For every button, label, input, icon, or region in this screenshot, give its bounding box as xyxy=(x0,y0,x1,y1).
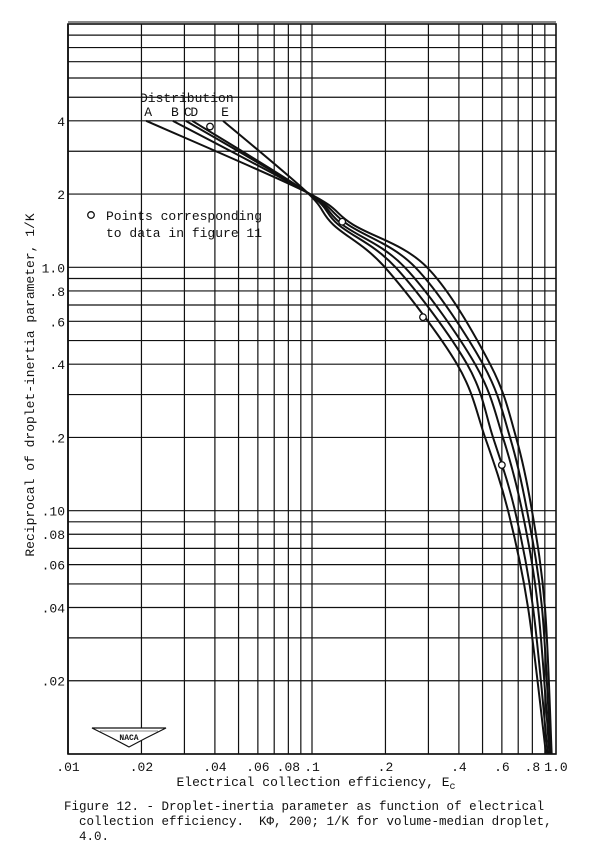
legend-points-line1: Points corresponding xyxy=(106,209,262,224)
series-label-C: C xyxy=(184,105,192,120)
svg-text:NACA: NACA xyxy=(119,734,138,743)
series-label-E: E xyxy=(221,105,229,120)
caption-line-1: Figure 12. - Droplet-inertia parameter a… xyxy=(64,800,545,814)
caption-line-2: collection efficiency. KΦ, 200; 1/K for … xyxy=(64,815,552,829)
y-tick-label: .04 xyxy=(42,601,66,616)
y-axis-label: Reciprocal of droplet-inertia parameter,… xyxy=(23,213,38,556)
naca-logo: NACA xyxy=(91,727,167,748)
x-tick-label: .01 xyxy=(56,760,80,775)
series-label-B: B xyxy=(171,105,179,120)
y-tick-label: .2 xyxy=(49,431,65,446)
data-point xyxy=(497,461,506,469)
x-axis-label: Electrical collection efficiency, Ec xyxy=(176,775,455,793)
x-axis-label-main: Electrical collection efficiency, E xyxy=(176,775,449,790)
series-label-A: A xyxy=(144,105,152,120)
data-point xyxy=(206,122,214,131)
x-tick-label: .6 xyxy=(494,760,510,775)
data-point xyxy=(419,313,427,322)
data-point xyxy=(338,217,347,226)
x-tick-label: .8 xyxy=(525,760,541,775)
x-tick-label: .04 xyxy=(203,760,227,775)
curves xyxy=(145,119,553,755)
tick-labels: .01.02.04.06.08.1.2.4.6.8 1.0421.0.8.6.4.… xyxy=(42,115,568,775)
y-tick-label: .02 xyxy=(42,675,65,690)
curve-E xyxy=(222,120,547,755)
y-tick-label: 2 xyxy=(57,188,65,203)
x-axis-label-subscript: c xyxy=(450,782,456,793)
x-tick-label: .1 xyxy=(304,760,320,775)
y-tick-label: 1.0 xyxy=(42,261,65,276)
legend-series-labels: A B CD E xyxy=(144,105,229,120)
figure-caption: Figure 12. - Droplet-inertia parameter a… xyxy=(64,800,604,845)
y-tick-label: .08 xyxy=(42,528,65,543)
legend-points-line2: to data in figure 11 xyxy=(106,226,262,241)
x-tick-label: .4 xyxy=(451,760,467,775)
y-tick-label: .4 xyxy=(49,358,65,373)
x-tick-label: .02 xyxy=(130,760,153,775)
y-tick-label: .06 xyxy=(42,559,65,574)
y-tick-label: .10 xyxy=(42,505,65,520)
curve-D xyxy=(191,119,549,755)
chart: .01.02.04.06.08.1.2.4.6.8 1.0421.0.8.6.4.… xyxy=(23,21,568,793)
grid xyxy=(67,21,557,755)
x-tick-label: 1.0 xyxy=(544,760,567,775)
y-tick-label: .6 xyxy=(49,315,65,330)
legend-title: Distribution xyxy=(140,91,234,106)
y-tick-label: 4 xyxy=(57,115,65,130)
legend-point-marker xyxy=(87,211,95,219)
x-tick-label: .06 xyxy=(246,760,269,775)
y-tick-label: .8 xyxy=(49,285,65,300)
series-label-D: D xyxy=(190,105,198,120)
caption-line-3: 4.0. xyxy=(64,830,110,844)
data-points xyxy=(206,122,506,469)
x-tick-label: .2 xyxy=(378,760,394,775)
x-tick-label: .08 xyxy=(277,760,300,775)
